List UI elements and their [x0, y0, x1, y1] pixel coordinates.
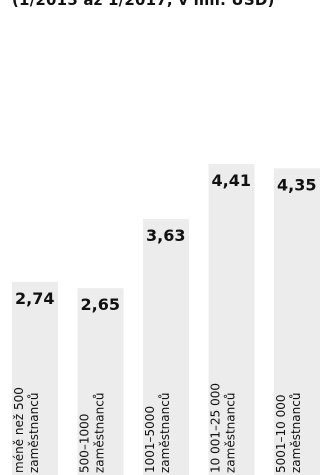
- category-label-3: 1001–5000 zaměstnanců: [143, 393, 172, 473]
- category-label-2: 500–1000 zaměstnanců: [78, 393, 107, 473]
- bar-value-label-5: 4,35: [277, 175, 316, 194]
- category-label-5: 5001–10 000 zaměstnanců: [274, 393, 303, 473]
- bar-value-label-1: 2,74: [15, 289, 54, 308]
- bar-3: [143, 219, 189, 475]
- bar-2: [77, 288, 124, 475]
- bar-value-label-4: 4,41: [212, 171, 251, 190]
- category-label-1: méně než 500 zaměstnanců: [12, 387, 41, 473]
- category-label-line: zaměstnanců: [224, 393, 238, 473]
- category-label-line: 500–1000: [78, 414, 92, 473]
- category-label-4: 10 001–25 000 zaměstnanců: [209, 383, 238, 473]
- bar-value-label-3: 3,63: [146, 226, 185, 245]
- chart-subtitle: (1/2015 až 1/2017, v mil. USD): [12, 0, 275, 9]
- category-label-line: zaměstnanců: [93, 393, 107, 473]
- category-label-line: zaměstnanců: [158, 393, 172, 473]
- category-label-line: 5001–10 000: [274, 394, 288, 473]
- bar-4: [208, 164, 255, 475]
- category-label-line: 10 001–25 000: [209, 383, 223, 473]
- bar-1: [12, 281, 58, 475]
- bar-value-label-2: 2,65: [81, 295, 120, 314]
- category-label-line: méně než 500: [12, 387, 26, 473]
- category-label-line: 1001–5000: [143, 406, 157, 473]
- category-label-line: zaměstnanců: [289, 393, 303, 473]
- bar-5: [274, 168, 320, 475]
- category-label-line: zaměstnanců: [27, 393, 41, 473]
